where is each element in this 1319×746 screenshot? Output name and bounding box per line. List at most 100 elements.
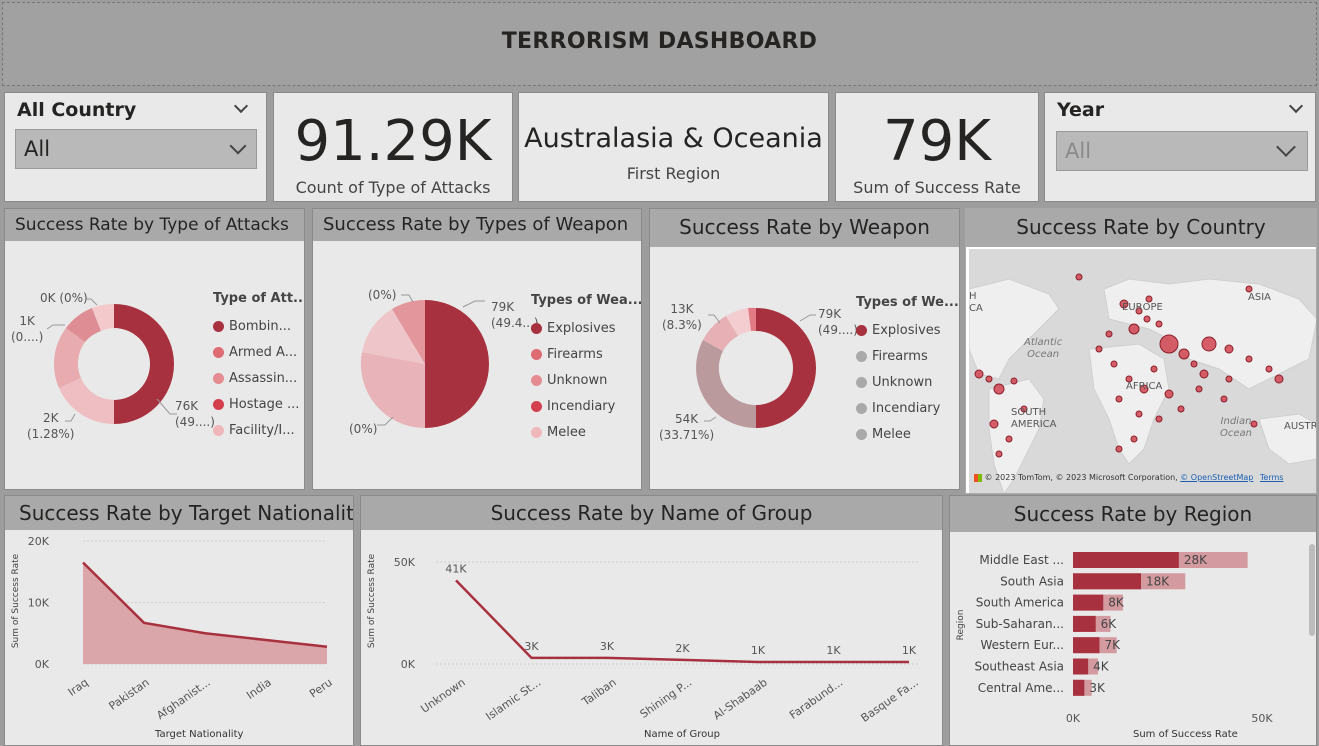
slice-armed-assault bbox=[59, 378, 114, 424]
x-tick-label: Peru bbox=[307, 676, 335, 701]
map-bubble bbox=[1177, 405, 1185, 413]
chart-region[interactable]: Success Rate by Region Middle East ... 28… bbox=[949, 495, 1317, 746]
scrollbar[interactable] bbox=[1309, 544, 1315, 636]
legend-item[interactable]: Armed A... bbox=[213, 339, 304, 365]
chevron-down-icon[interactable] bbox=[233, 98, 249, 114]
x-tick-label: Afghanist... bbox=[154, 676, 212, 722]
slice-facility bbox=[92, 303, 114, 331]
legend-item[interactable]: Melee bbox=[856, 421, 959, 447]
area-line bbox=[82, 561, 328, 649]
legend-item[interactable]: Incendiary bbox=[531, 393, 641, 419]
legend-item[interactable]: Bombin... bbox=[213, 313, 304, 339]
bar-chart[interactable]: Middle East ... 28K South Asia 18K South Ame… bbox=[950, 496, 1317, 746]
chevron-down-icon[interactable] bbox=[1288, 98, 1304, 114]
map-bubble bbox=[1274, 374, 1284, 384]
panel-title: Success Rate by Region bbox=[950, 496, 1316, 532]
y-tick-label: Middle East ... bbox=[979, 553, 1064, 567]
first-region-value: Australasia & Oceania bbox=[524, 123, 823, 154]
map-label-h: H CA bbox=[969, 291, 983, 314]
data-label: 2K bbox=[675, 642, 690, 655]
donut-chart[interactable] bbox=[5, 209, 305, 490]
legend-item[interactable]: Explosives bbox=[856, 317, 959, 343]
data-label: 3K bbox=[600, 640, 615, 653]
donut-type-of-attacks[interactable]: Success Rate by Type of Attacks 76K (49..… bbox=[4, 208, 305, 490]
map-label-atlantic: Atlantic Ocean bbox=[1024, 337, 1063, 360]
map-bubble bbox=[1115, 395, 1123, 403]
legend-item[interactable]: Explosives bbox=[531, 315, 641, 341]
x-tick-label: Shining P... bbox=[638, 676, 695, 721]
map-bubble bbox=[1145, 295, 1153, 303]
legend-item[interactable]: Facility/I... bbox=[213, 417, 304, 443]
pie-types-of-weapon[interactable]: Success Rate by Types of Weapon 79K (49.4… bbox=[312, 208, 642, 490]
data-label: 8K bbox=[1108, 596, 1125, 610]
terms-link[interactable]: Terms bbox=[1259, 473, 1284, 482]
x-tick-label: 0K bbox=[1066, 712, 1081, 725]
map-label-africa: AFRICA bbox=[1126, 381, 1163, 392]
map-bubble bbox=[1130, 435, 1138, 443]
chart-target-nationality[interactable]: Success Rate by Target Nationality 20K 10… bbox=[4, 495, 354, 746]
map-bubble bbox=[1020, 405, 1028, 413]
y-tick-label: South Asia bbox=[1000, 574, 1064, 588]
chart-name-of-group[interactable]: Success Rate by Name of Group 50K 0K 41K 3K… bbox=[360, 495, 943, 746]
map-bubble bbox=[1164, 389, 1174, 399]
legend-item[interactable]: Firearms bbox=[856, 343, 959, 369]
map-bubble bbox=[1195, 385, 1203, 393]
pie-chart[interactable] bbox=[313, 209, 642, 490]
x-tick-label: Al-Shabaab bbox=[711, 676, 770, 723]
legend-item[interactable]: Hostage ... bbox=[213, 391, 304, 417]
map-success-by-country[interactable]: Success Rate by Country EUROPE ASIA Atla… bbox=[965, 208, 1317, 494]
year-slicer: Year All bbox=[1044, 92, 1316, 202]
osm-link[interactable]: © OpenStreetMap bbox=[1180, 473, 1254, 482]
world-map[interactable] bbox=[969, 249, 1317, 494]
legend-item[interactable]: Unknown bbox=[856, 369, 959, 395]
map-bubble bbox=[1224, 344, 1234, 354]
y-tick-label: Southeast Asia bbox=[974, 660, 1064, 674]
first-region-label: First Region bbox=[626, 164, 721, 183]
map-bubble bbox=[1225, 375, 1233, 383]
legend-item[interactable]: Melee bbox=[531, 419, 641, 445]
data-label: 6K bbox=[1101, 617, 1118, 631]
panel-title: Success Rate by Types of Weapon bbox=[313, 209, 641, 241]
donut-weapon[interactable]: Success Rate by Weapon 79K (49....) 13K (8… bbox=[649, 208, 960, 490]
panel-title: Success Rate by Type of Attacks bbox=[5, 209, 304, 241]
map-bubble bbox=[1143, 315, 1151, 323]
map-bubble bbox=[1139, 384, 1149, 394]
year-slicer-label: Year bbox=[1057, 99, 1105, 121]
slice-hostage bbox=[66, 308, 101, 342]
y-tick-label: 0K bbox=[35, 658, 50, 671]
y-tick-label: South America bbox=[976, 596, 1064, 610]
label-incendiary: (0%) bbox=[368, 288, 397, 302]
data-label: 18K bbox=[1146, 574, 1170, 588]
bar bbox=[1073, 594, 1104, 611]
data-label: 7K bbox=[1104, 638, 1121, 652]
slice-incendiary bbox=[726, 308, 751, 336]
map-bubble bbox=[1135, 307, 1143, 315]
label-firearms: (0%) bbox=[349, 422, 378, 436]
legend: Type of Att... Bombin... Armed A... Assa… bbox=[213, 291, 304, 443]
panel-title: Success Rate by Country bbox=[966, 209, 1316, 247]
y-tick-label: 20K bbox=[28, 535, 50, 548]
x-tick-label: Basque Fa... bbox=[859, 676, 921, 725]
bar bbox=[1073, 679, 1085, 696]
legend-item[interactable]: Incendiary bbox=[856, 395, 959, 421]
legend-item[interactable]: Unknown bbox=[531, 367, 641, 393]
line-chart[interactable]: 50K 0K 41K 3K 3K 2K 1K 1K 1K Unknown Islamic St...… bbox=[361, 496, 943, 746]
slice-firearms bbox=[696, 340, 756, 428]
legend-item[interactable]: Assassin... bbox=[213, 365, 304, 391]
slice-assassination bbox=[53, 328, 85, 388]
x-tick-label: Iraq bbox=[66, 676, 91, 699]
donut-chart[interactable] bbox=[650, 209, 960, 490]
country-dropdown[interactable]: All bbox=[15, 129, 257, 169]
area-chart[interactable]: 20K 10K 0K Iraq Pakistan Afghanist... India Per… bbox=[5, 496, 354, 746]
legend-item[interactable]: Firearms bbox=[531, 341, 641, 367]
card-success-rate: 79K Sum of Success Rate bbox=[835, 92, 1039, 202]
attacks-count-label: Count of Type of Attacks bbox=[295, 178, 491, 197]
label-armed-assault: 2K (1.28%) bbox=[27, 411, 75, 441]
dashboard-title: TERRORISM DASHBOARD bbox=[501, 29, 818, 54]
map-bubble bbox=[1135, 410, 1143, 418]
y-tick-label: 10K bbox=[28, 597, 50, 610]
year-dropdown[interactable]: All bbox=[1056, 131, 1308, 171]
map-bubble bbox=[1105, 330, 1113, 338]
card-attacks: 91.29K Count of Type of Attacks bbox=[273, 92, 513, 202]
y-axis-title: Sum of Success Rate bbox=[11, 553, 21, 649]
